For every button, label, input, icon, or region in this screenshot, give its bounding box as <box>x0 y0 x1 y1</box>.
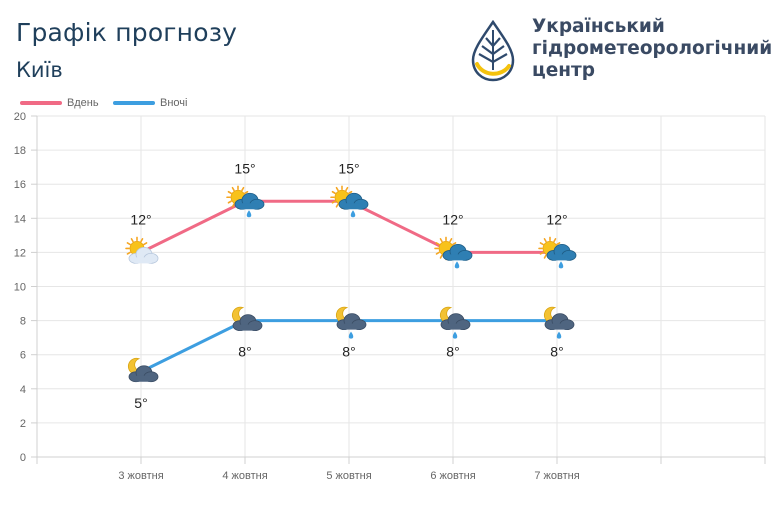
x-tick-label: 5 жовтня <box>326 470 371 482</box>
y-tick-label: 6 <box>20 350 26 362</box>
moon-rain-cloud-icon <box>335 306 367 339</box>
y-tick-label: 0 <box>20 452 26 464</box>
y-tick-label: 2 <box>20 418 26 430</box>
y-tick-label: 14 <box>14 213 26 225</box>
legend-item-night[interactable]: Вночі <box>113 97 187 109</box>
data-label-day: 15° <box>338 160 359 176</box>
y-tick-label: 8 <box>20 316 26 328</box>
sun-rain-cloud-icon <box>538 236 577 269</box>
data-label-night: 8° <box>446 344 459 360</box>
y-tick-label: 12 <box>14 247 26 259</box>
city-name: Київ <box>16 58 63 82</box>
sun-cloud-icon <box>125 236 159 264</box>
data-label-day: 12° <box>442 211 463 227</box>
y-tick-label: 4 <box>20 384 26 396</box>
brand-line-1: Український <box>532 16 665 37</box>
legend-swatch-night <box>113 101 156 105</box>
moon-rain-cloud-icon <box>439 306 471 339</box>
page-title: Графік прогнозу <box>16 18 238 47</box>
sun-rain-cloud-icon <box>330 185 369 218</box>
data-label-night: 8° <box>550 344 563 360</box>
sun-rain-cloud-icon <box>226 185 265 218</box>
data-label-day: 12° <box>546 211 567 227</box>
x-tick-label: 6 жовтня <box>430 470 475 482</box>
brand-name: Український гідрометеорологічний центр <box>532 16 772 82</box>
data-label-night: 8° <box>238 344 251 360</box>
legend-label-day: Вдень <box>67 97 99 109</box>
legend-item-day[interactable]: Вдень <box>20 97 99 109</box>
x-tick-label: 4 жовтня <box>222 470 267 482</box>
data-label-night: 5° <box>134 395 147 411</box>
moon-cloud-icon <box>231 306 263 332</box>
y-tick-label: 18 <box>14 145 26 157</box>
legend-swatch-day <box>20 101 62 105</box>
legend-label-night: Вночі <box>160 97 188 109</box>
data-label-day: 12° <box>130 211 151 227</box>
x-tick-label: 7 жовтня <box>534 470 579 482</box>
water-drop-logo-icon <box>471 20 515 82</box>
sun-rain-cloud-icon <box>434 236 473 269</box>
y-tick-label: 20 <box>14 111 26 123</box>
y-tick-label: 10 <box>14 282 26 294</box>
y-tick-label: 16 <box>14 179 26 191</box>
brand-line-3: центр <box>532 60 596 81</box>
brand: Український гідрометеорологічний центр <box>470 16 772 86</box>
brand-line-2: гідрометеорологічний <box>532 38 773 59</box>
data-label-night: 8° <box>342 344 355 360</box>
data-label-day: 15° <box>234 160 255 176</box>
moon-rain-cloud-icon <box>543 306 575 339</box>
x-tick-label: 3 жовтня <box>118 470 163 482</box>
moon-cloud-icon <box>127 357 159 383</box>
chart-legend: Вдень Вночі <box>20 92 197 110</box>
